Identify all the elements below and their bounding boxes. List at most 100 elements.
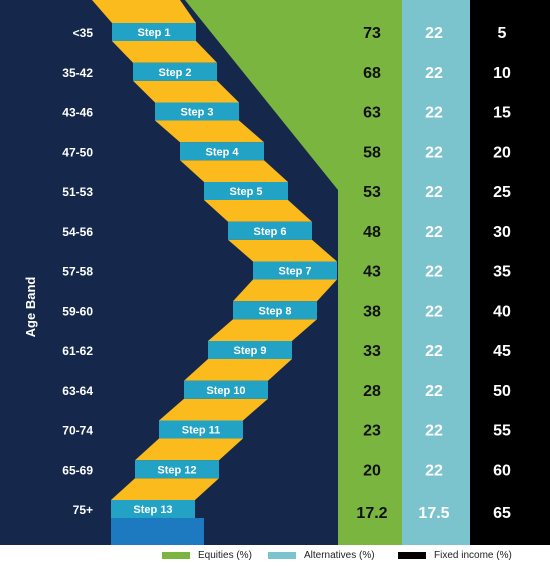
step-face (112, 23, 196, 41)
age-band-label: 47-50 (62, 145, 93, 159)
fixed-income-value: 20 (493, 144, 511, 161)
step-face (233, 301, 317, 320)
alternatives-value: 22 (425, 25, 443, 42)
alternatives-value: 22 (425, 184, 443, 201)
step-face (208, 341, 292, 359)
equities-value: 53 (363, 184, 381, 201)
legend-label-alternatives: Alternatives (%) (304, 550, 375, 561)
step-tread (208, 319, 317, 341)
equities-value: 68 (363, 65, 381, 82)
step-face (159, 420, 243, 439)
step-face (228, 221, 312, 240)
step-tread (92, 0, 196, 23)
step-label: Step 2 (158, 67, 191, 79)
step-tread (204, 200, 312, 222)
fixed-income-value: 40 (493, 303, 511, 320)
step-label: Step 1 (137, 27, 170, 39)
step-tread (111, 478, 219, 500)
legend-item-fixed-income: Fixed income (%) (398, 550, 512, 561)
age-band-label: 54-56 (62, 225, 93, 239)
age-band-label: 35-42 (62, 66, 93, 80)
step-label: Step 12 (157, 464, 196, 476)
alternatives-value: 22 (425, 343, 443, 360)
equities-value: 28 (363, 383, 381, 400)
step-tread (155, 120, 264, 143)
fixed-income-value: 65 (493, 505, 511, 522)
step-label: Step 9 (233, 345, 266, 357)
step-label: Step 4 (205, 146, 239, 158)
age-band-label: 59-60 (62, 304, 93, 318)
alternatives-value: 22 (425, 144, 443, 161)
step-label: Step 3 (180, 107, 213, 119)
fixed-income-value: 45 (493, 343, 511, 360)
step-tread (159, 398, 268, 421)
equities-value: 33 (363, 343, 381, 360)
step-face (253, 261, 337, 280)
fixed-income-value: 30 (493, 224, 511, 241)
step-label: Step 8 (258, 305, 291, 317)
step-face (133, 62, 217, 81)
legend-item-alternatives: Alternatives (%) (268, 550, 375, 561)
age-band-label: 43-46 (62, 106, 93, 120)
age-band-label: 70-74 (62, 424, 93, 438)
legend-swatch-alternatives (268, 552, 296, 559)
step-label: Step 13 (133, 504, 172, 516)
alternatives-value: 17.5 (418, 505, 449, 522)
equities-value: 17.2 (356, 505, 387, 522)
fixed-income-value: 5 (498, 25, 507, 42)
equities-value: 20 (363, 462, 381, 479)
step-label: Step 10 (206, 385, 245, 397)
legend-label-equities: Equities (%) (198, 550, 252, 561)
equities-value: 48 (363, 224, 381, 241)
step-face (155, 102, 239, 121)
step-face (135, 460, 219, 479)
alternatives-value: 22 (425, 462, 443, 479)
alternatives-value: 22 (425, 65, 443, 82)
equities-value: 23 (363, 423, 381, 440)
step-label: Step 11 (182, 425, 221, 437)
fixed-income-value: 55 (493, 423, 511, 440)
step-face (180, 142, 264, 161)
age-band-label: 75+ (73, 503, 93, 517)
age-band-label: 65-69 (62, 463, 93, 477)
step-face (111, 500, 195, 518)
legend-item-equities: Equities (%) (162, 550, 252, 561)
equities-value: 38 (363, 303, 381, 320)
step-tread (133, 80, 239, 103)
alternatives-value: 22 (425, 105, 443, 122)
fixed-income-value: 10 (493, 65, 511, 82)
step-label: Step 5 (229, 186, 262, 198)
alternatives-column (402, 0, 470, 545)
y-axis-title: Age Band (23, 277, 38, 338)
step-label: Step 6 (253, 226, 286, 238)
fixed-income-value: 35 (493, 264, 511, 281)
age-band-label: 63-64 (62, 384, 93, 398)
equities-value: 63 (363, 105, 381, 122)
step-tread (233, 279, 337, 302)
legend: Equities (%) Alternatives (%) Fixed inco… (0, 546, 550, 566)
legend-swatch-equities (162, 552, 190, 559)
step-tread (180, 160, 288, 182)
alternatives-value: 22 (425, 423, 443, 440)
fixed-income-column (470, 0, 550, 545)
step-face (184, 380, 268, 399)
equities-area (185, 0, 402, 545)
alternatives-value: 22 (425, 303, 443, 320)
equities-value: 58 (363, 144, 381, 161)
alternatives-value: 22 (425, 383, 443, 400)
fixed-income-value: 25 (493, 184, 511, 201)
fixed-income-value: 60 (493, 462, 511, 479)
step-tread (112, 41, 217, 63)
step-base (111, 518, 204, 545)
age-band-label: 51-53 (62, 185, 93, 199)
fixed-income-value: 15 (493, 105, 511, 122)
step-label: Step 7 (278, 266, 311, 278)
step-tread (184, 359, 292, 381)
equities-value: 43 (363, 264, 381, 281)
step-tread (135, 438, 243, 461)
legend-swatch-fixed-income (398, 552, 426, 559)
fixed-income-value: 50 (493, 383, 511, 400)
age-band-label: <35 (73, 26, 94, 40)
age-band-label: 61-62 (62, 344, 93, 358)
